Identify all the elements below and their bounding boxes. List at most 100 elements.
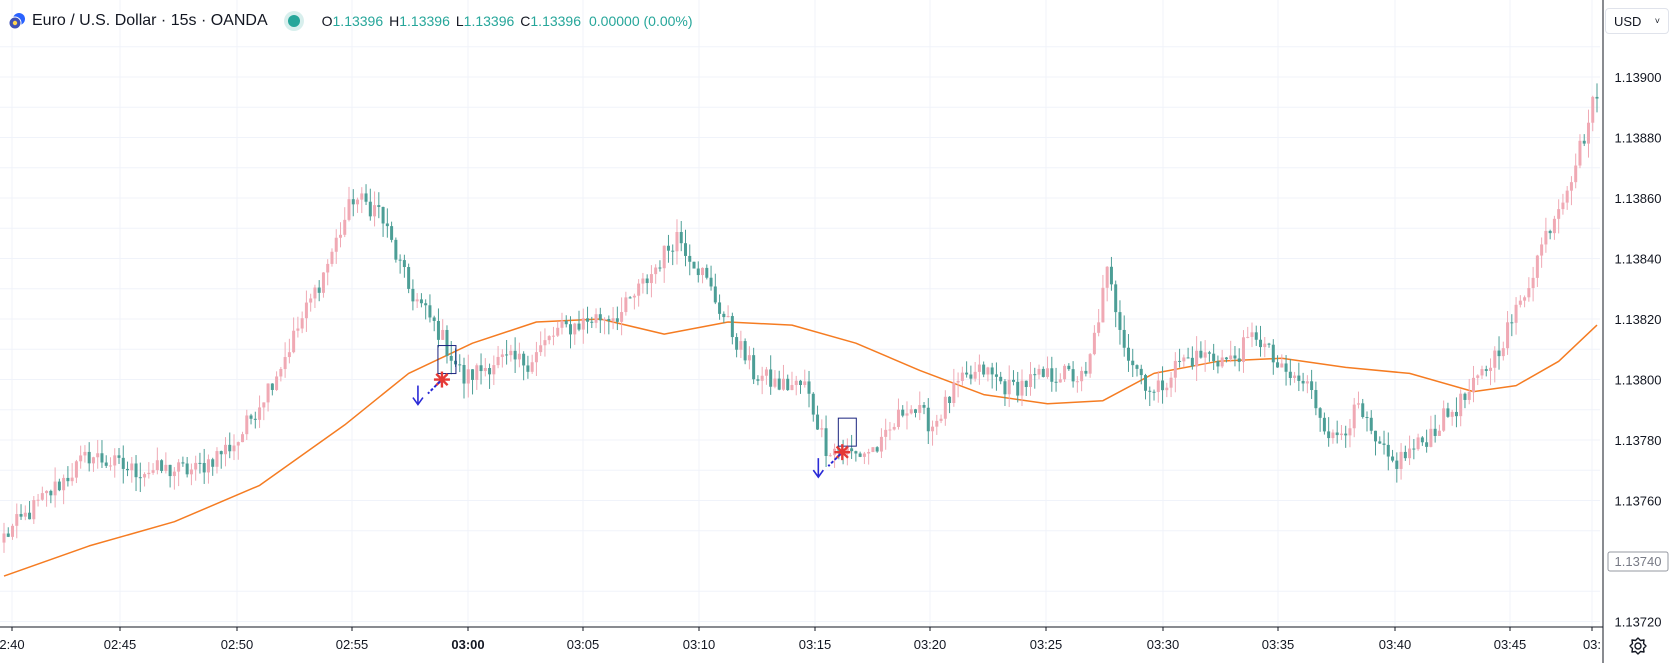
symbol-legend: Euro / U.S. Dollar · 15s · OANDA O1.1339… (8, 10, 693, 32)
candle-body (449, 355, 453, 361)
candle-body (19, 514, 23, 517)
candle-body (1254, 332, 1258, 340)
candle-body (249, 415, 253, 419)
candle-body (130, 463, 134, 471)
candle-body (594, 314, 598, 323)
candle-body (441, 329, 445, 340)
candle-body (517, 353, 521, 360)
candle-body (211, 459, 215, 467)
candle-body (483, 368, 487, 372)
candle-body (1271, 344, 1275, 363)
candle-body (1029, 374, 1033, 388)
candle-body (645, 278, 649, 284)
candle-body (1131, 360, 1135, 366)
candle-body (292, 330, 296, 353)
candle-body (1301, 380, 1305, 384)
candle-body (1565, 190, 1569, 203)
candle-body (598, 314, 602, 321)
time-axis[interactable]: 2:40 02:45 02:50 02:55 03:00 03:05 03:10 03:15 0… (0, 627, 1601, 652)
candle-body (1297, 375, 1301, 381)
candle-body (1305, 381, 1309, 384)
candle-body (181, 462, 185, 464)
candle-body (577, 323, 581, 330)
candle-body (1003, 381, 1007, 395)
candle-body (564, 320, 568, 325)
candle-body (253, 418, 257, 420)
chart-grid (0, 0, 1600, 627)
symbol-title[interactable]: Euro / U.S. Dollar · 15s · OANDA (32, 12, 268, 29)
x-tick-label: 03:05 (567, 637, 600, 652)
candle-body (505, 354, 509, 356)
candle-body (1284, 363, 1288, 372)
candle-body (407, 267, 411, 289)
candle-body (28, 512, 32, 520)
candle-body (926, 407, 930, 432)
candle-body (283, 357, 287, 370)
candle-body (419, 299, 423, 304)
candle-body (185, 463, 189, 475)
candle-body (1173, 360, 1177, 378)
candle-body (266, 383, 270, 403)
candle-body (1224, 357, 1228, 360)
candle-body (999, 376, 1003, 382)
ohlc-close: C1.13396 (520, 13, 581, 29)
candle-body (1420, 437, 1424, 443)
x-tick-label: 03:45 (1494, 637, 1527, 652)
candle-body (683, 243, 687, 256)
price-axis[interactable]: 1.13900 1.13880 1.13860 1.13840 1.13820 1.138… (1615, 70, 1662, 630)
candle-body (854, 451, 858, 454)
candle-body (1058, 379, 1062, 383)
candle-body (343, 219, 347, 235)
candle-body (1523, 297, 1527, 301)
candle-body (270, 383, 274, 390)
settings-button[interactable] (1626, 634, 1650, 658)
candle-body (228, 444, 232, 452)
x-tick-label: 03:20 (914, 637, 947, 652)
candle-body (364, 193, 368, 202)
candle-body (1569, 182, 1573, 191)
candle-body (547, 336, 551, 341)
candle-body (586, 318, 590, 322)
candle-body (70, 477, 74, 482)
candle-body (1497, 350, 1501, 357)
candle-body (713, 286, 717, 303)
candle-body (752, 355, 756, 380)
candle-body (1033, 374, 1037, 376)
candle-body (1101, 287, 1105, 323)
candle-body (1075, 381, 1079, 383)
candle-body (155, 460, 159, 471)
candle-body (1489, 367, 1493, 371)
candle-body (526, 365, 530, 372)
currency-select[interactable]: USD ˅ (1605, 8, 1669, 34)
candle-body (143, 474, 147, 478)
candle-body (428, 305, 432, 318)
candle-body (786, 378, 790, 391)
candle-body (458, 364, 462, 366)
candle-body (722, 313, 726, 318)
candle-body (884, 429, 888, 437)
x-tick-label: 03:30 (1147, 637, 1180, 652)
candle-body (1348, 428, 1352, 436)
candle-body (1007, 379, 1011, 395)
candle-body (624, 297, 628, 313)
candle-body (488, 368, 492, 375)
candle-body (666, 245, 670, 251)
candle-body (1476, 375, 1480, 378)
moving-average-layer (3, 318, 1598, 577)
x-tick-label: 02:45 (104, 637, 137, 652)
market-status-dot-icon[interactable] (287, 15, 300, 27)
signal-trail (427, 380, 441, 395)
candle-body (1557, 209, 1561, 219)
candle-body (1403, 451, 1407, 459)
candle-body (1425, 442, 1429, 447)
candle-body (1139, 368, 1143, 376)
candle-body (117, 455, 121, 458)
x-tick-label: 03:15 (799, 637, 832, 652)
candle-body (32, 500, 36, 520)
candle-body (1288, 371, 1292, 378)
currency-pair-flags-icon[interactable] (8, 12, 26, 30)
candle-body (1527, 288, 1531, 298)
candle-body (781, 378, 785, 390)
candle-body (948, 396, 952, 404)
